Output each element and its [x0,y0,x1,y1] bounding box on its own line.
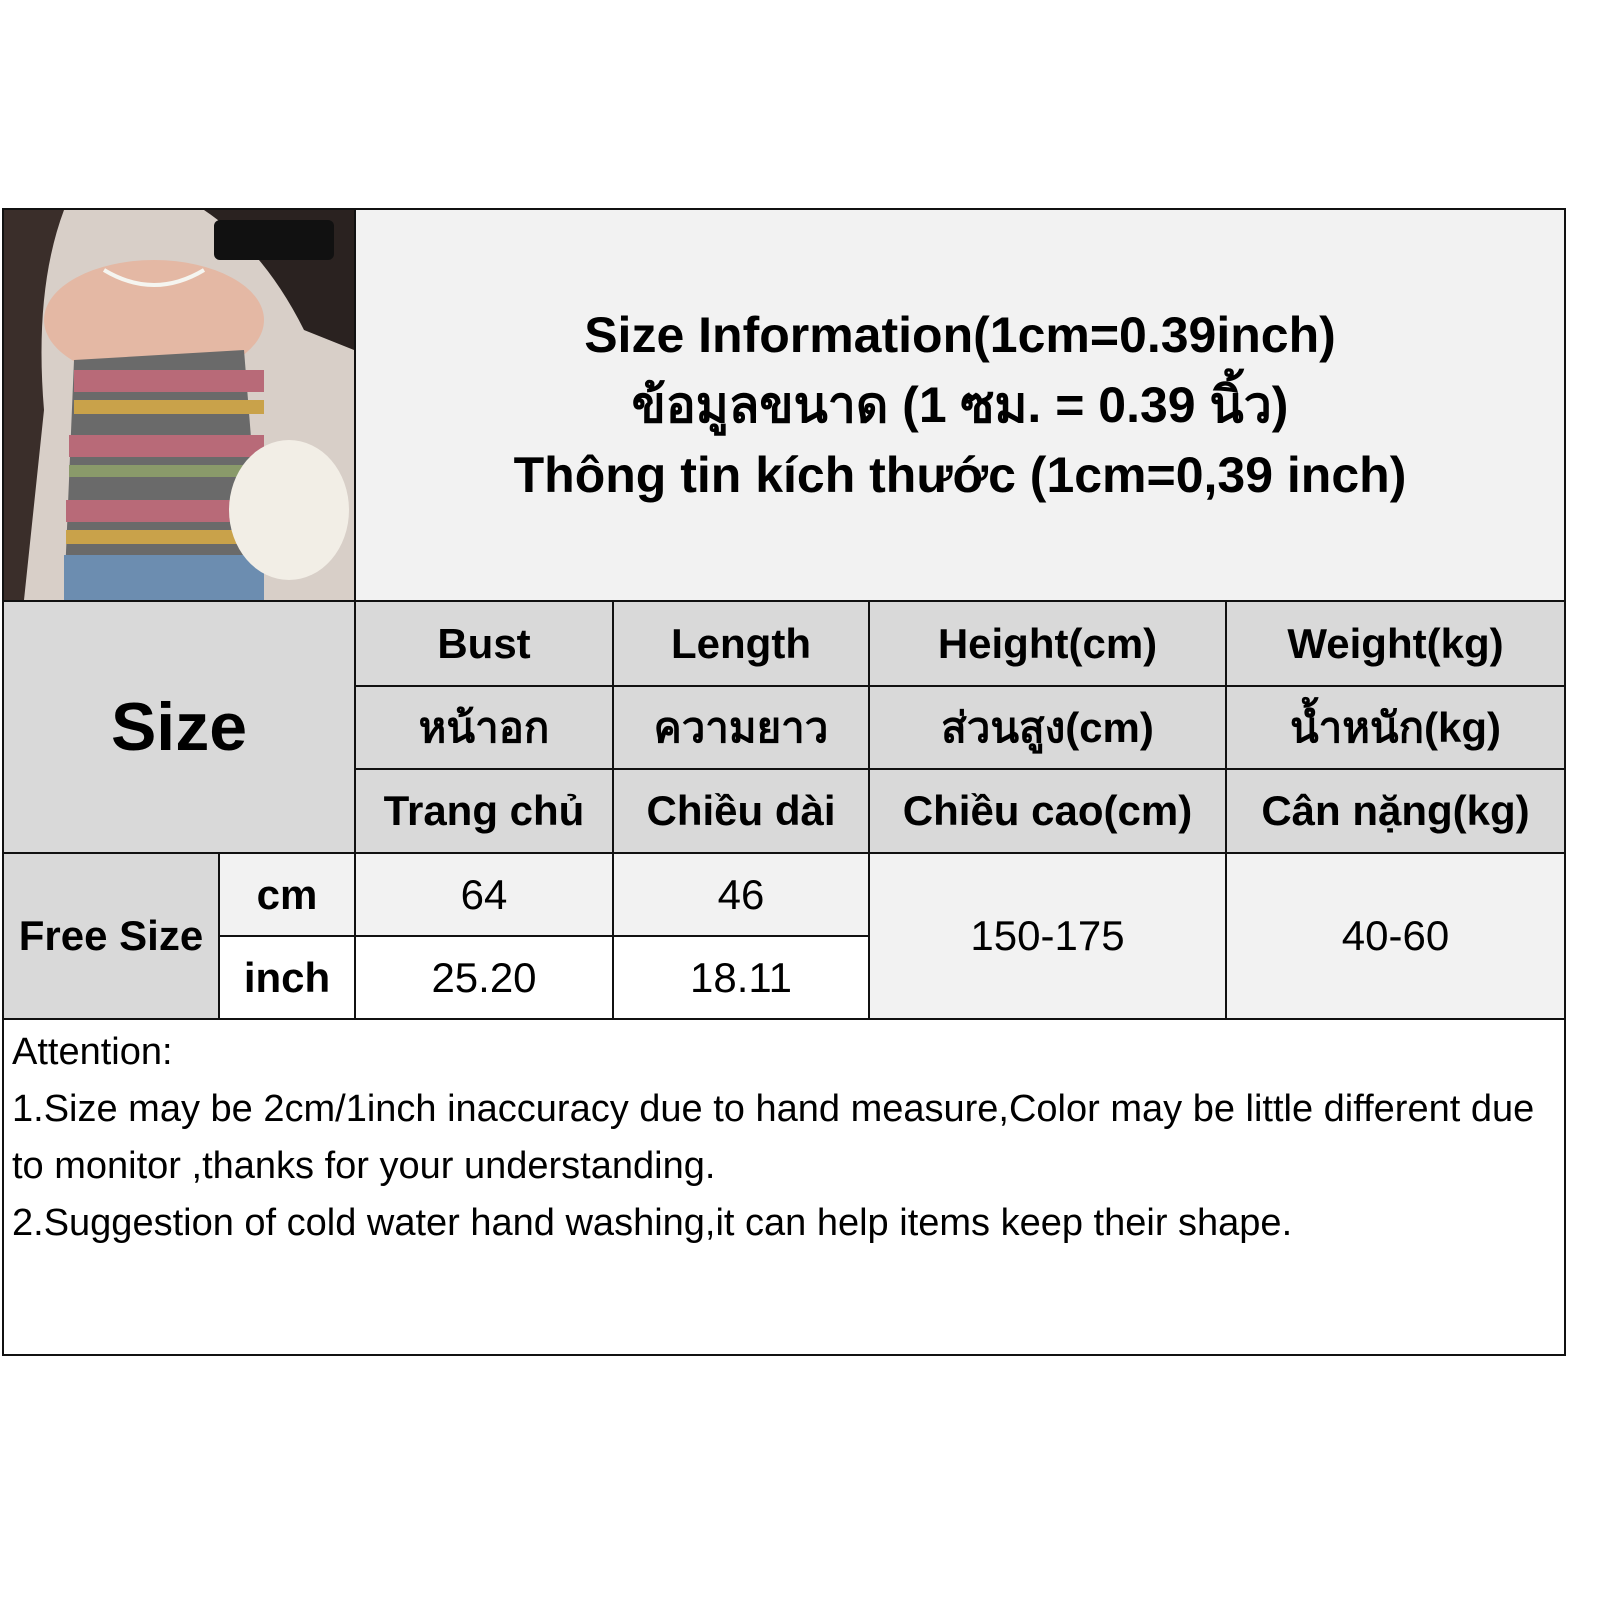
header-length-vi: Chiều dài [612,768,870,854]
header-length-th: ความยาว [612,685,870,770]
unit-inch: inch [218,935,356,1020]
header-height-en: Height(cm) [868,600,1227,687]
title-english: Size Information(1cm=0.39inch) [584,307,1336,363]
header-bust-en: Bust [354,600,614,687]
size-information-title: Size Information(1cm=0.39inch) ข้อมูลขนา… [354,208,1566,602]
height-value: 150-175 [868,852,1227,1020]
unit-cm: cm [218,852,356,937]
attention-notes: Attention: 1.Size may be 2cm/1inch inacc… [2,1018,1566,1356]
length-cm-value: 46 [612,852,870,937]
title-thai: ข้อมูลขนาด (1 ซม. = 0.39 นิ้ว) [631,377,1289,433]
free-size-label: Free Size [2,852,220,1020]
header-weight-vi: Cân nặng(kg) [1225,768,1566,854]
header-weight-en: Weight(kg) [1225,600,1566,687]
header-height-vi: Chiều cao(cm) [868,768,1227,854]
size-header: Size [2,600,356,854]
weight-value: 40-60 [1225,852,1566,1020]
bust-cm-value: 64 [354,852,614,937]
header-bust-th: หน้าอก [354,685,614,770]
notes-line-1: 1.Size may be 2cm/1inch inaccuracy due t… [12,1088,1535,1187]
model-striped-top-image [4,210,354,600]
notes-line-2: 2.Suggestion of cold water hand washing,… [12,1202,1293,1244]
header-weight-th: น้ำหนัก(kg) [1225,685,1566,770]
product-photo [2,208,356,602]
title-vietnamese: Thông tin kích thước (1cm=0,39 inch) [513,447,1407,503]
header-bust-vi: Trang chủ [354,768,614,854]
header-height-th: ส่วนสูง(cm) [868,685,1227,770]
bust-inch-value: 25.20 [354,935,614,1020]
length-inch-value: 18.11 [612,935,870,1020]
notes-heading: Attention: [12,1031,173,1073]
header-length-en: Length [612,600,870,687]
